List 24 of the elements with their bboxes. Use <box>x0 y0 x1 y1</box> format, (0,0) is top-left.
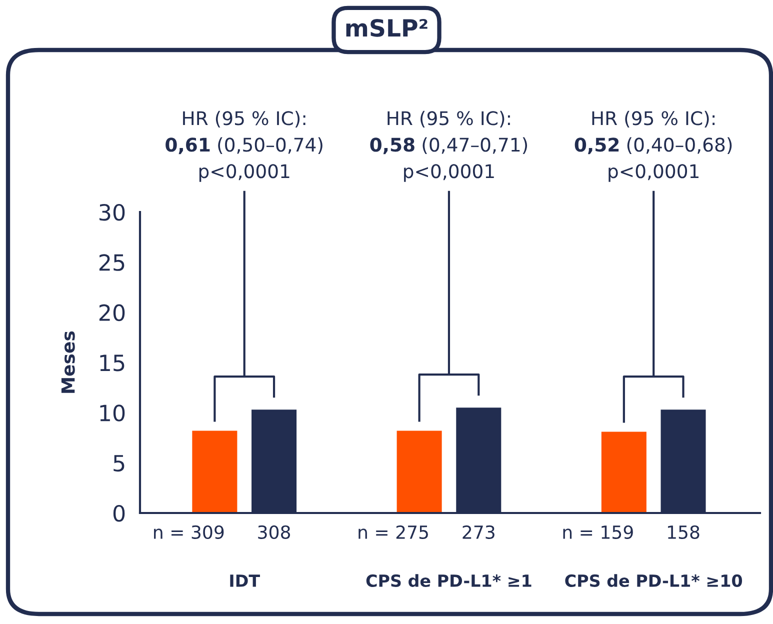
y-tick-label: 20 <box>99 304 125 322</box>
bar <box>396 430 442 513</box>
bar <box>601 432 646 513</box>
bar <box>192 430 238 513</box>
y-axis-title: Meses <box>61 331 75 393</box>
chart-title: mSLP² <box>346 18 428 37</box>
y-tick-label: 0 <box>113 504 125 522</box>
text: 158 <box>668 525 700 540</box>
y-tick-label: 15 <box>100 354 124 372</box>
text: n = 159 <box>563 525 633 540</box>
text: 273 <box>462 525 494 540</box>
y-tick-label: 30 <box>100 204 125 221</box>
text: HR (95 % IC): 0,58 (0,47–0,71) p<0,0001 <box>370 110 528 182</box>
text: n = 275 <box>358 525 428 540</box>
x-tick-label: CPS de PD-L1* ≥10 <box>565 574 742 588</box>
text: HR (95 % IC): 0,61 (0,50–0,74) p<0,0001 <box>166 110 322 182</box>
y-tick-label: 5 <box>114 455 124 472</box>
y-tick-label: 10 <box>100 404 125 422</box>
text: 308 <box>258 525 290 540</box>
x-tick-label: IDT <box>230 574 260 587</box>
y-tick-label: 25 <box>99 254 124 271</box>
x-tick-label: CPS de PD-L1* ≥1 <box>366 574 532 588</box>
text: HR (95 % IC): 0,52 (0,40–0,68) p<0,0001 <box>574 110 732 182</box>
text: n = 309 <box>154 525 224 540</box>
